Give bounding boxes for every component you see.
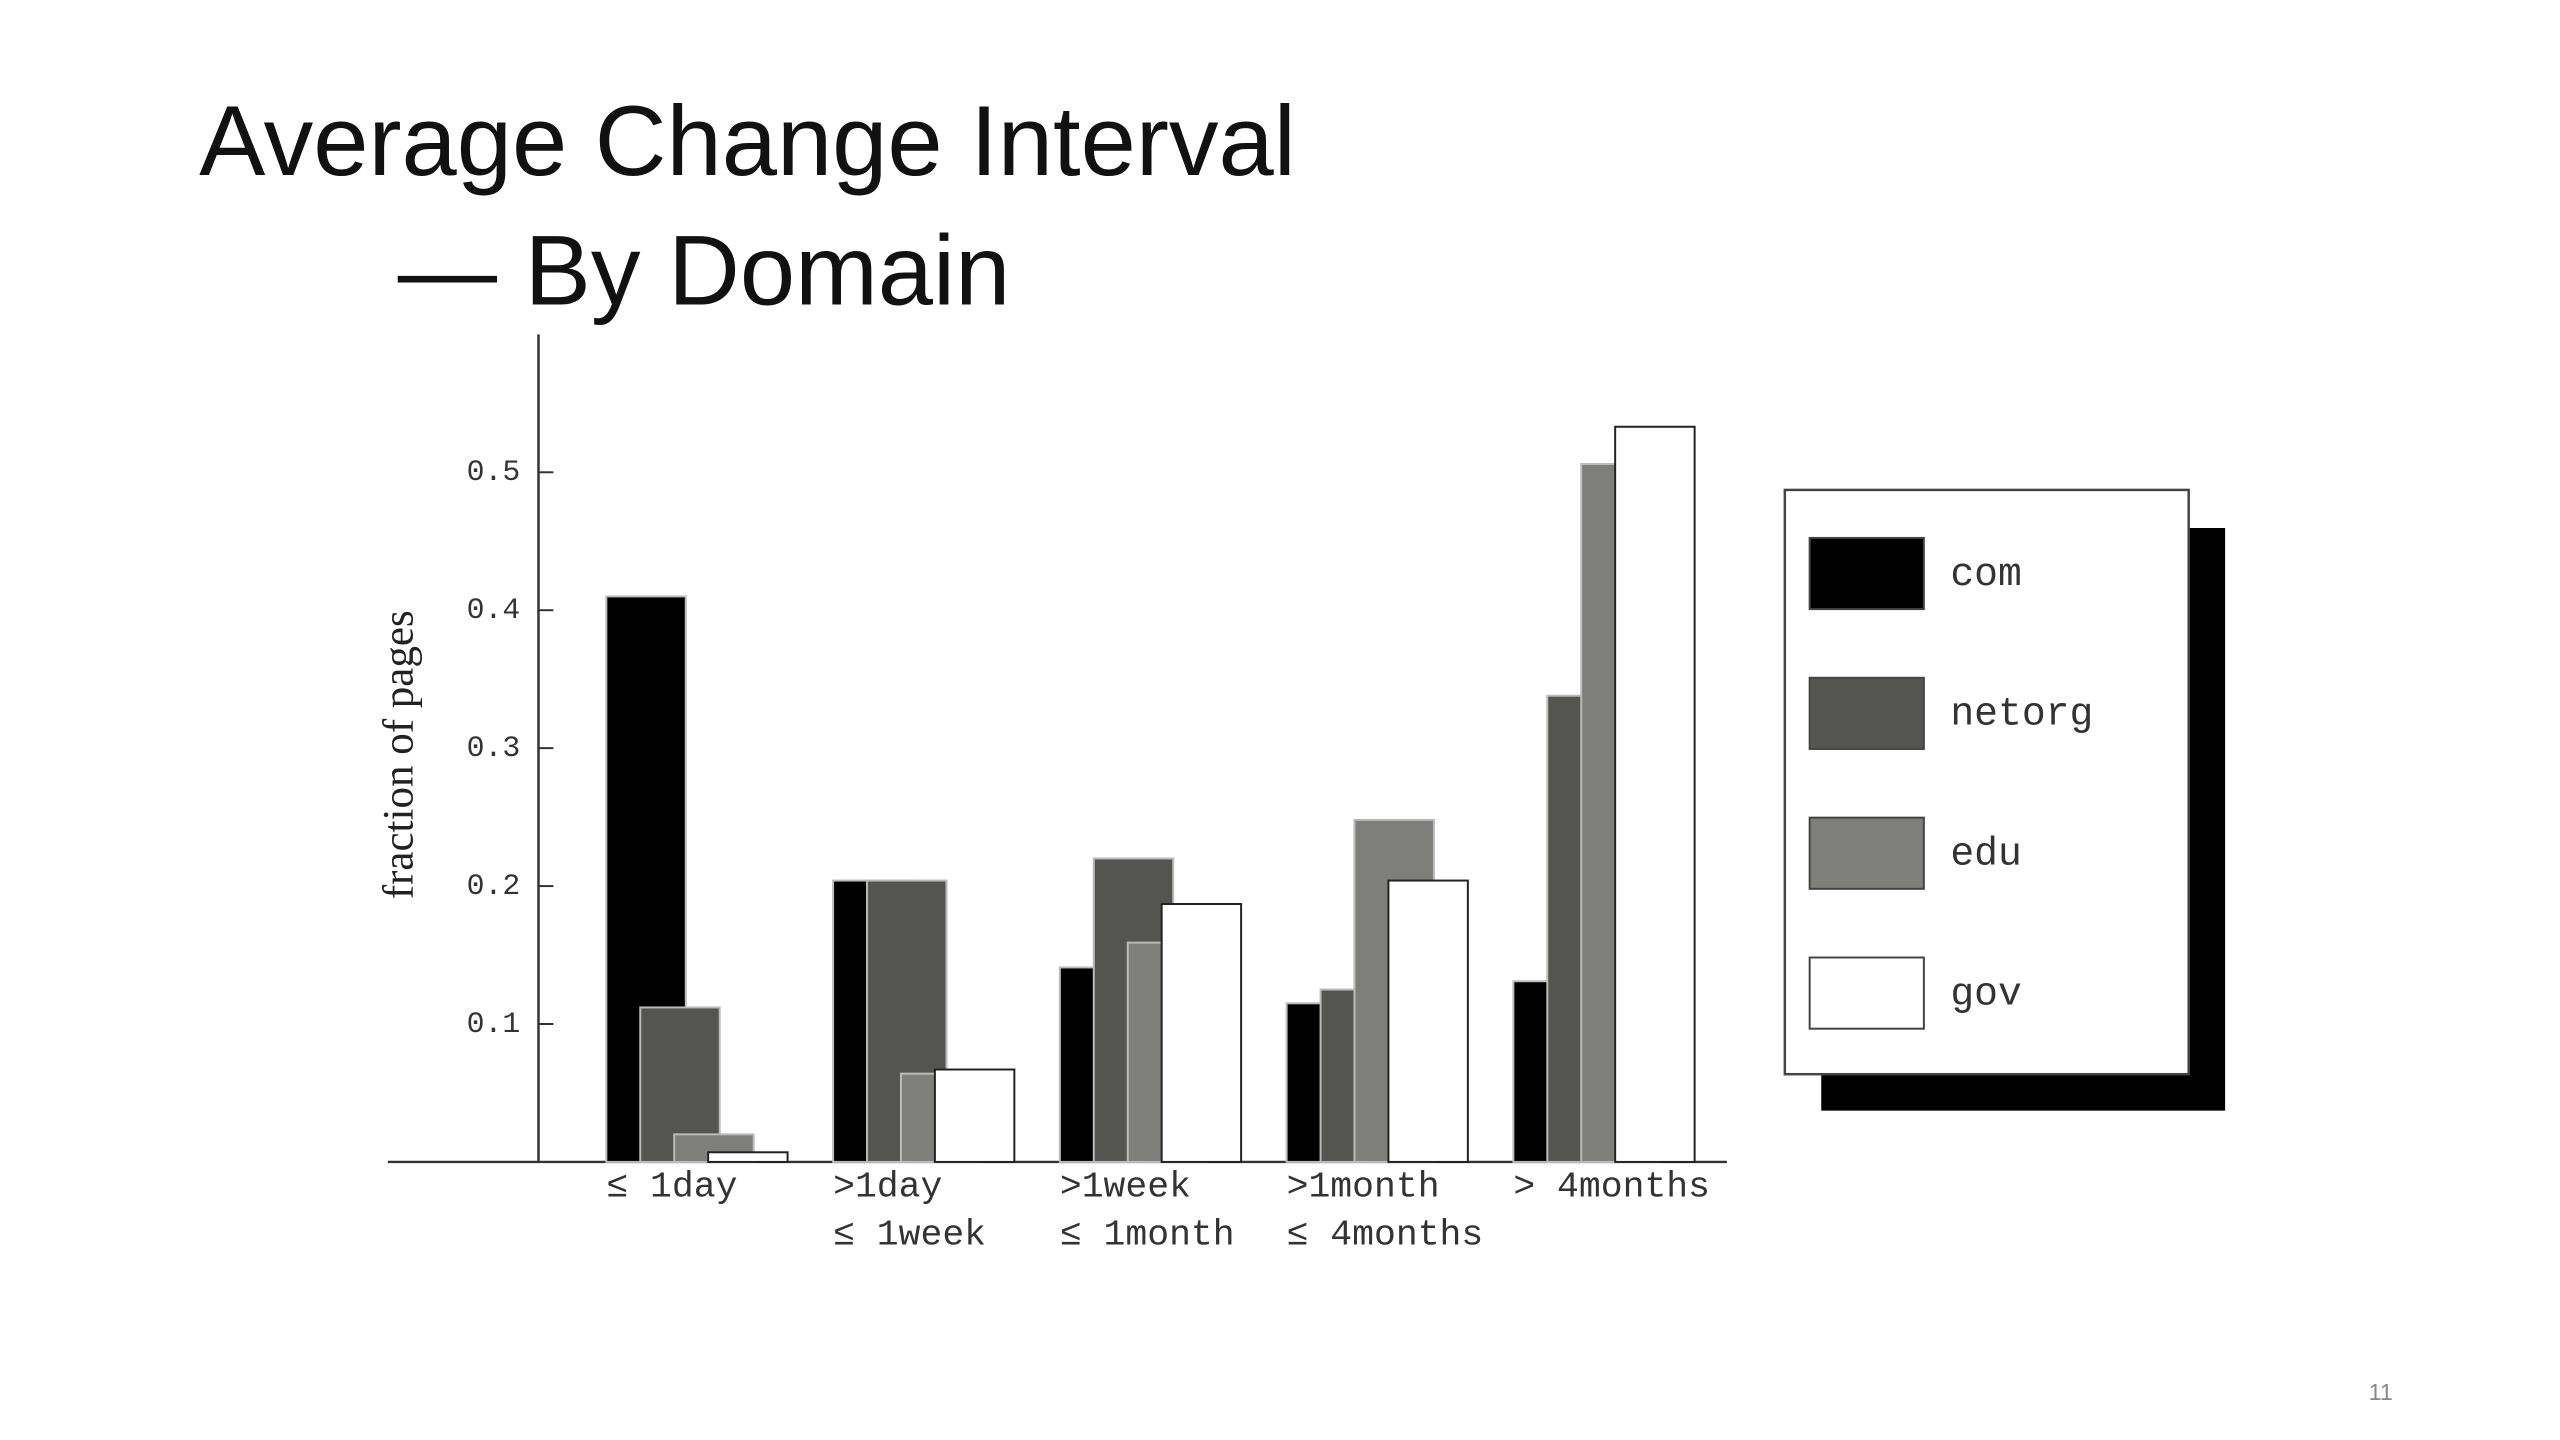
legend-label: com [1950,552,2022,597]
legend-swatch [1808,676,1925,750]
legend-swatch [1808,956,1925,1030]
slide-subtitle: — By Domain [398,215,1011,326]
x-tick-label: >1month [1287,1166,1440,1207]
page-number: 11 [2369,1379,2393,1405]
x-tick-label: ≤ 1day [606,1166,737,1207]
y-tick-label: 0.1 [467,1007,521,1041]
y-tick-label: 0.4 [467,593,521,627]
x-tick-label: ≤ 4months [1287,1214,1484,1255]
bar [707,1151,789,1163]
x-tick-label: >1week [1060,1166,1191,1207]
y-tick-label: 0.2 [467,869,521,903]
legend-label: gov [1950,971,2022,1016]
x-tick-label: ≤ 1week [833,1214,986,1255]
legend-swatch [1808,536,1925,611]
y-tick-label: 0.5 [467,455,521,489]
bar [1387,879,1469,1163]
legend-label: netorg [1950,692,2093,737]
legend-label: edu [1950,832,2022,877]
bar [1160,903,1243,1163]
y-axis-label: fraction of pages [376,610,423,899]
bar [933,1068,1016,1163]
bar [1614,425,1696,1163]
slide-title: Average Change Interval [199,86,1296,197]
x-tick-label: ≤ 1month [1060,1214,1235,1255]
x-tick-label: >1day [833,1166,942,1207]
legend-swatch [1808,816,1925,890]
x-tick-label: > 4months [1513,1166,1710,1207]
y-tick-label: 0.3 [467,731,521,765]
